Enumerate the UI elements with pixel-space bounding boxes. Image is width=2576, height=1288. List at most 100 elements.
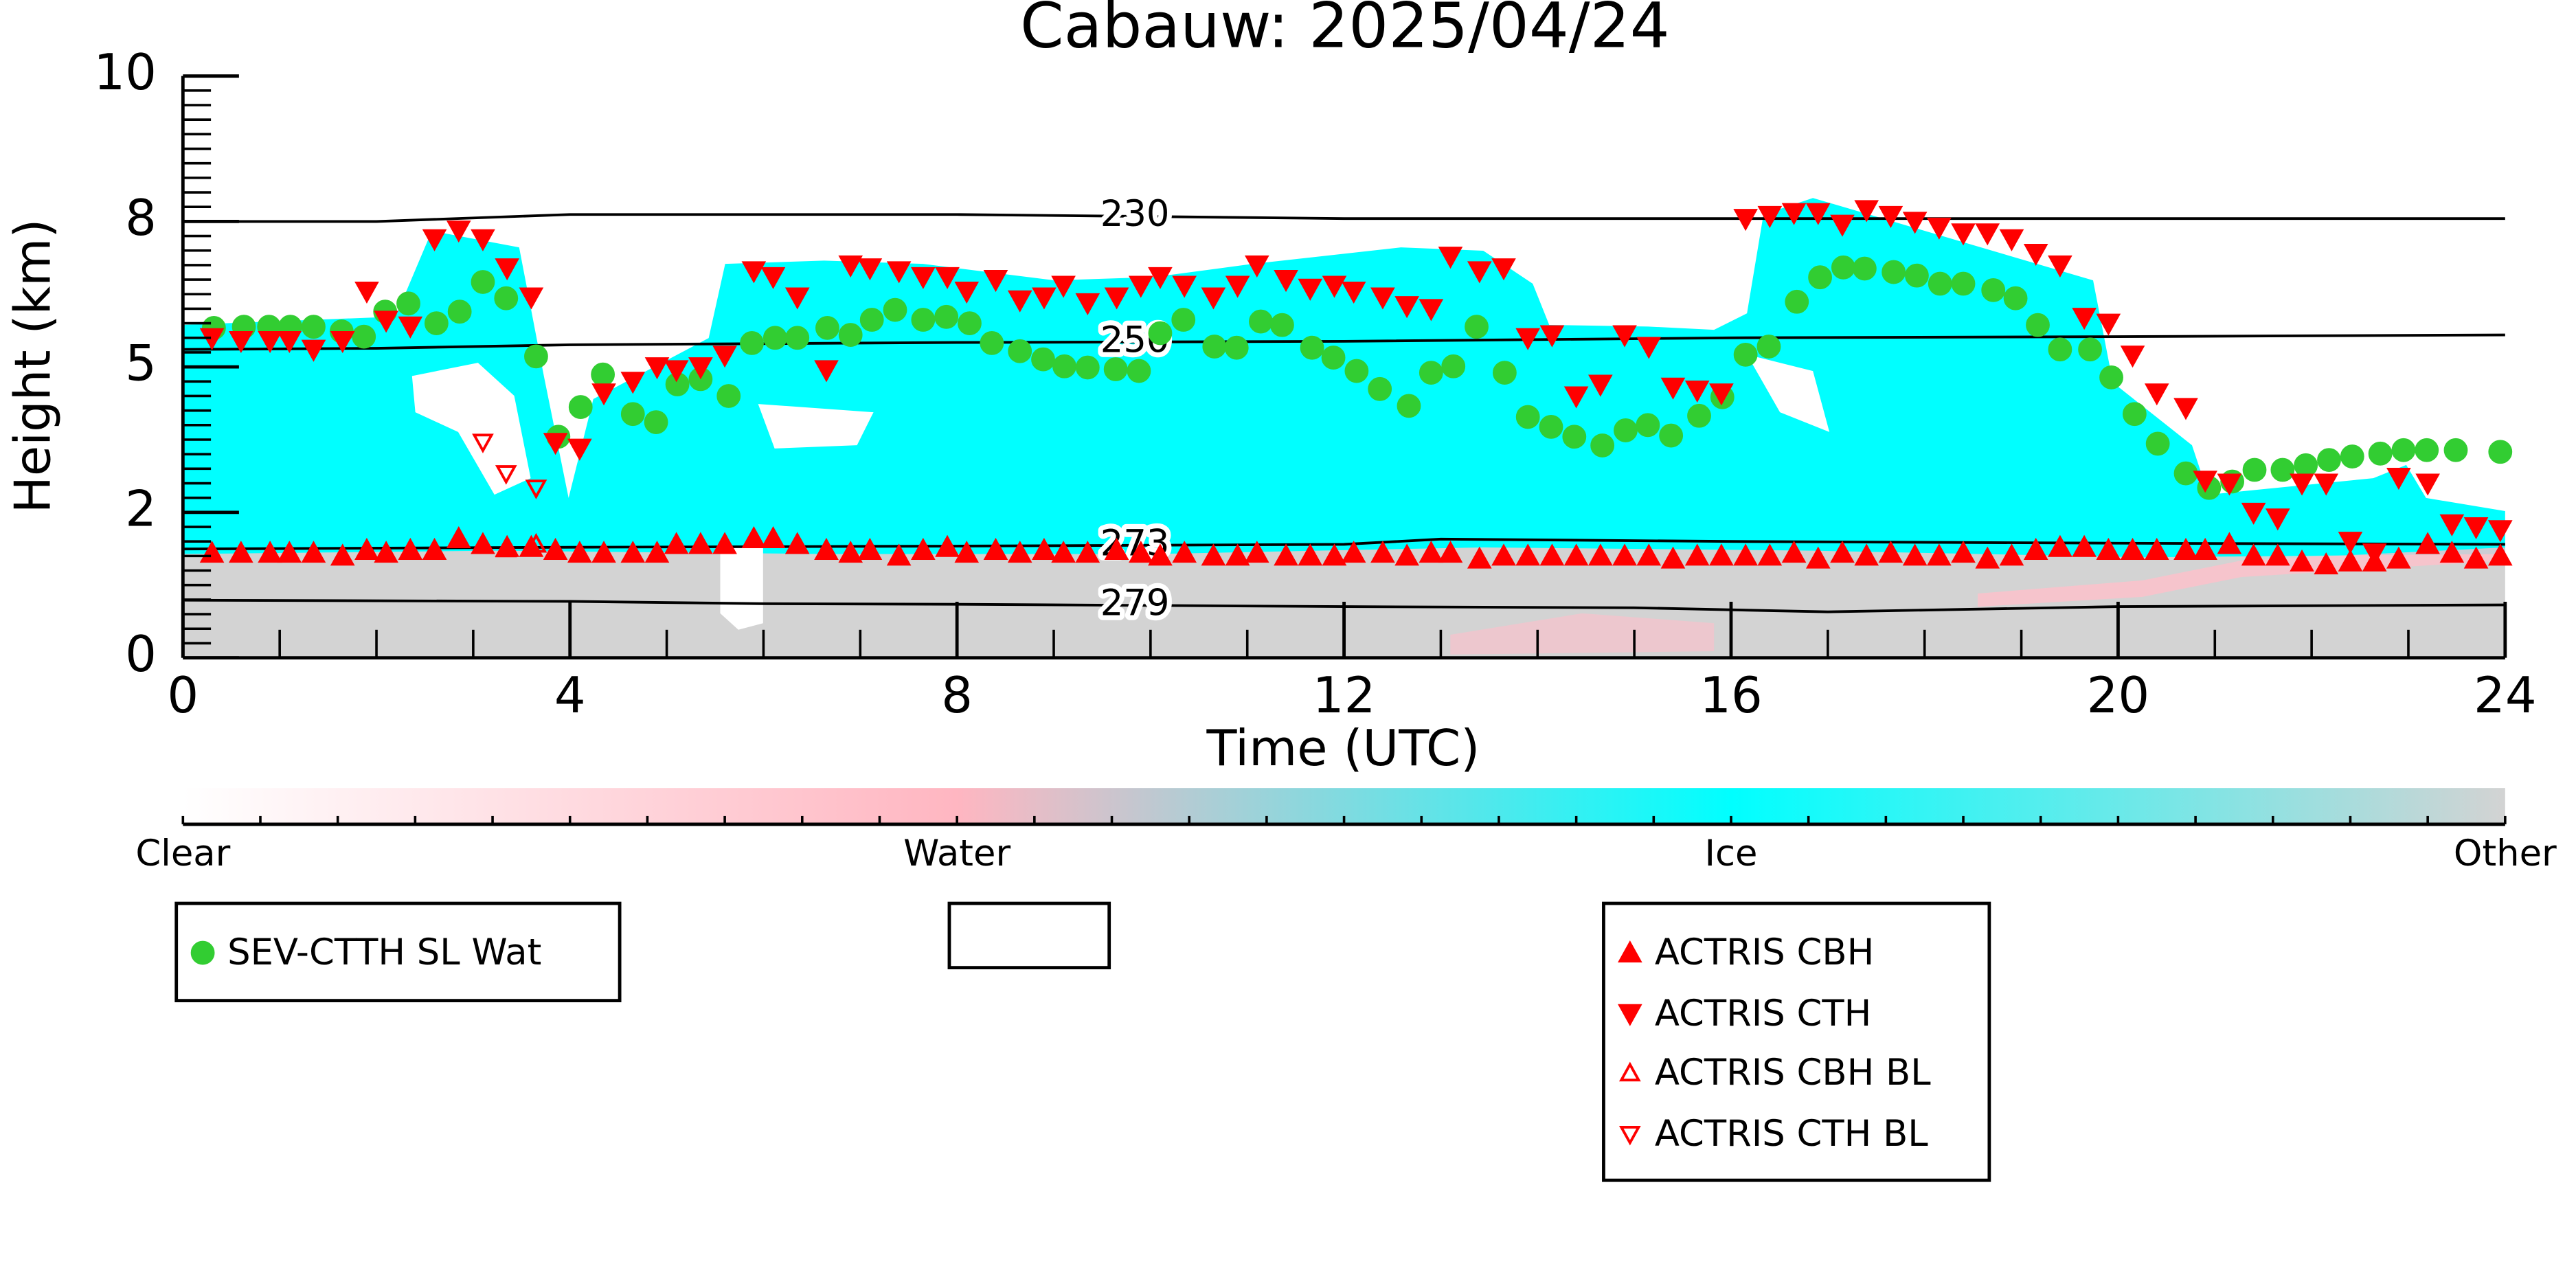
point (1300, 335, 1324, 360)
point (1244, 541, 1269, 563)
legend-label: SEV-CTTH SL Wat (227, 931, 541, 973)
point (494, 286, 519, 310)
point (2463, 546, 2489, 569)
point (958, 311, 982, 336)
point (1756, 335, 1781, 359)
water-patch (1450, 613, 1715, 655)
point (1687, 403, 1711, 428)
x-tick-label: 0 (167, 666, 199, 724)
point (1171, 308, 1196, 332)
point (1927, 543, 1952, 566)
point (1612, 543, 1637, 566)
point (354, 537, 379, 560)
point (2048, 534, 2072, 557)
point (374, 310, 398, 333)
y-tick-label: 0 (125, 625, 157, 683)
point (1636, 413, 1660, 438)
x-axis-label: Time (UTC) (1206, 719, 1480, 777)
point (1785, 289, 1809, 314)
point (1491, 258, 1516, 281)
marks (199, 200, 2513, 575)
point (762, 326, 787, 350)
point (1370, 287, 1395, 310)
point (1975, 223, 2000, 246)
point (2023, 243, 2048, 267)
point (1563, 543, 1589, 566)
point (277, 330, 302, 354)
point (2173, 537, 2198, 560)
point (1075, 355, 1100, 380)
point (229, 330, 253, 354)
point (785, 326, 810, 350)
x-tick-label: 12 (1313, 666, 1376, 724)
point (1225, 543, 1250, 566)
point (954, 281, 980, 304)
x-tick-label: 24 (2474, 666, 2537, 724)
point (1321, 346, 1346, 370)
point (784, 532, 810, 554)
point (2487, 543, 2513, 566)
point (2415, 532, 2440, 554)
legend-marker (190, 940, 215, 965)
point (2120, 537, 2145, 560)
point (620, 402, 645, 427)
point (1757, 543, 1783, 566)
point (374, 541, 398, 563)
point (620, 372, 646, 394)
point (354, 281, 379, 304)
point (1563, 386, 1589, 409)
point (495, 258, 519, 281)
point (1781, 203, 1807, 225)
point (1491, 543, 1516, 566)
point (2266, 543, 2290, 566)
clear-gap (758, 404, 874, 449)
point (2096, 313, 2121, 336)
point (2193, 537, 2217, 560)
point (838, 255, 863, 278)
point (1465, 315, 1489, 339)
point (2415, 473, 2440, 496)
colorbar-label: Other (2454, 833, 2557, 874)
point (1981, 278, 2006, 302)
point (1614, 418, 1638, 442)
point (2003, 286, 2028, 310)
point (1636, 543, 1662, 566)
point (2241, 502, 2266, 525)
point (740, 331, 764, 355)
point (712, 346, 737, 368)
legend-label: ACTRIS CBH BL (1655, 1052, 1931, 1094)
point (447, 300, 472, 324)
point (1612, 325, 1637, 348)
point (277, 541, 302, 563)
point (1830, 214, 1855, 237)
point (1052, 354, 1076, 379)
point (446, 526, 471, 549)
point (2290, 473, 2314, 496)
point (2144, 383, 2169, 406)
point (1075, 541, 1100, 563)
point (1148, 267, 1173, 289)
point (330, 543, 355, 566)
point (1274, 270, 1298, 293)
point (716, 384, 741, 408)
point (471, 532, 495, 554)
point (1852, 256, 1877, 281)
point (1419, 541, 1444, 563)
point (471, 270, 495, 294)
point (1007, 541, 1032, 563)
point (2439, 541, 2465, 563)
legend-marker (1618, 940, 1642, 963)
point (2463, 517, 2489, 540)
point (1274, 543, 1298, 566)
point (591, 541, 616, 563)
point (838, 323, 863, 347)
point (471, 229, 495, 251)
point (814, 537, 839, 560)
point (1515, 405, 1540, 429)
point (934, 304, 959, 329)
point (2317, 448, 2341, 473)
point (2144, 537, 2169, 560)
contour-line (183, 333, 2505, 351)
point (1438, 247, 1463, 269)
